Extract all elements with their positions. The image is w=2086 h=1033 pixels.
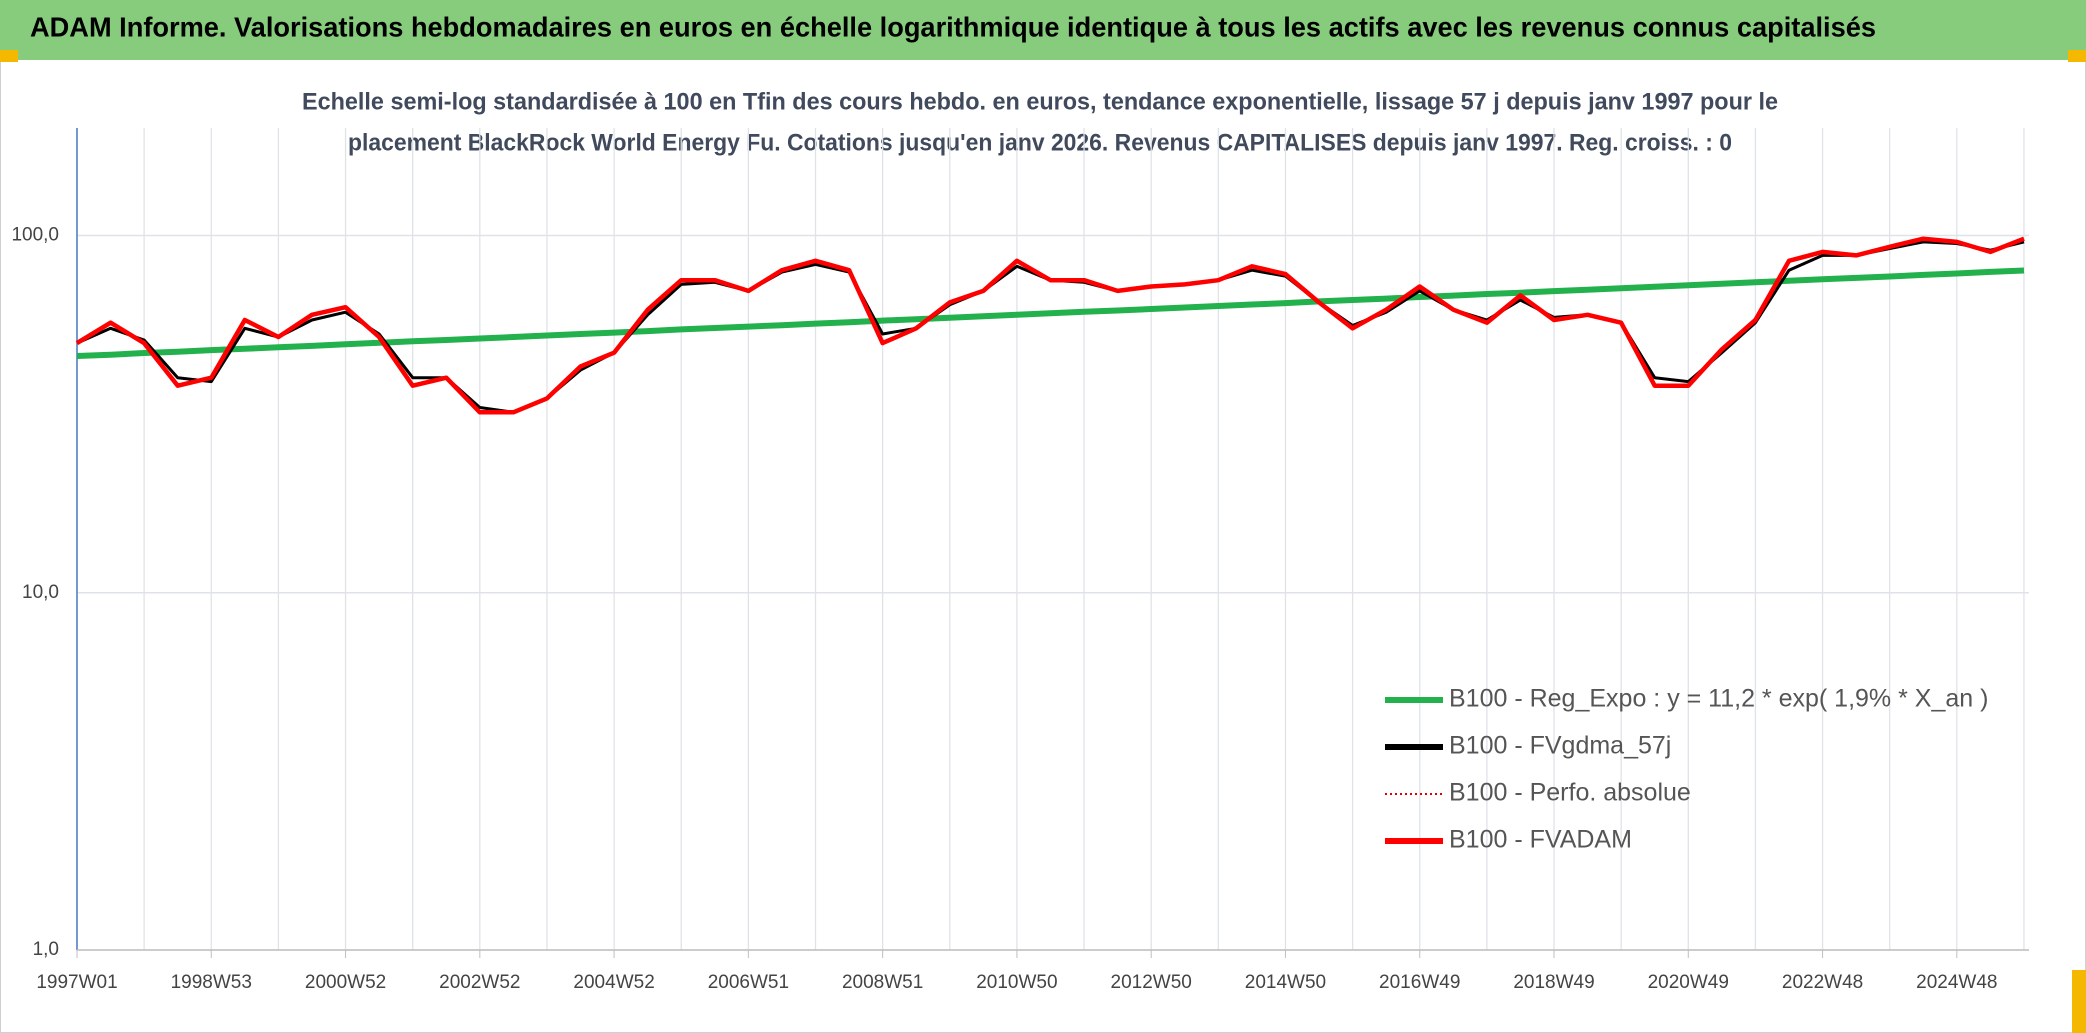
x-tick-label: 1997W01 xyxy=(36,972,117,993)
y-tick-label: 10,0 xyxy=(22,582,59,603)
x-tick-label: 2018W49 xyxy=(1513,972,1594,993)
y-tick-label: 100,0 xyxy=(11,225,59,246)
legend-label: B100 - Reg_Expo : y = 11,2 * exp( 1,9% *… xyxy=(1449,685,1988,713)
corner xyxy=(2072,970,2086,1033)
x-tick-label: 2020W49 xyxy=(1648,972,1729,993)
x-tick-label: 2000W52 xyxy=(305,972,386,993)
x-tick-label: 2006W51 xyxy=(708,972,789,993)
x-tick-label: 2022W48 xyxy=(1782,972,1863,993)
x-tick-label: 1998W53 xyxy=(171,972,252,993)
x-tick-label: 2016W49 xyxy=(1379,972,1460,993)
legend-label: B100 - FVADAM xyxy=(1449,826,1632,854)
x-tick-label: 2014W50 xyxy=(1245,972,1326,993)
y-tick-label: 1,0 xyxy=(33,939,59,960)
x-tick-label: 2024W48 xyxy=(1916,972,1997,993)
title-bar xyxy=(0,0,2086,60)
chart-subtitle: Echelle semi-log standardisée à 100 en T… xyxy=(302,88,1778,115)
x-tick-label: 2004W52 xyxy=(573,972,654,993)
x-tick-label: 2008W51 xyxy=(842,972,923,993)
legend-label: B100 - Perfo. absolue xyxy=(1449,779,1691,807)
chart-subtitle: placement BlackRock World Energy Fu. Cot… xyxy=(348,129,1732,156)
chart-title: ADAM Informe. Valorisations hebdomadaire… xyxy=(30,11,1876,42)
corner xyxy=(0,50,18,62)
series-line xyxy=(76,267,2025,359)
series-line xyxy=(75,236,2025,415)
x-tick-label: 2002W52 xyxy=(439,972,520,993)
x-tick-label: 2010W50 xyxy=(976,972,1057,993)
x-tick-label: 2012W50 xyxy=(1111,972,1192,993)
corner xyxy=(2068,50,2086,62)
legend-label: B100 - FVgdma_57j xyxy=(1449,732,1671,760)
